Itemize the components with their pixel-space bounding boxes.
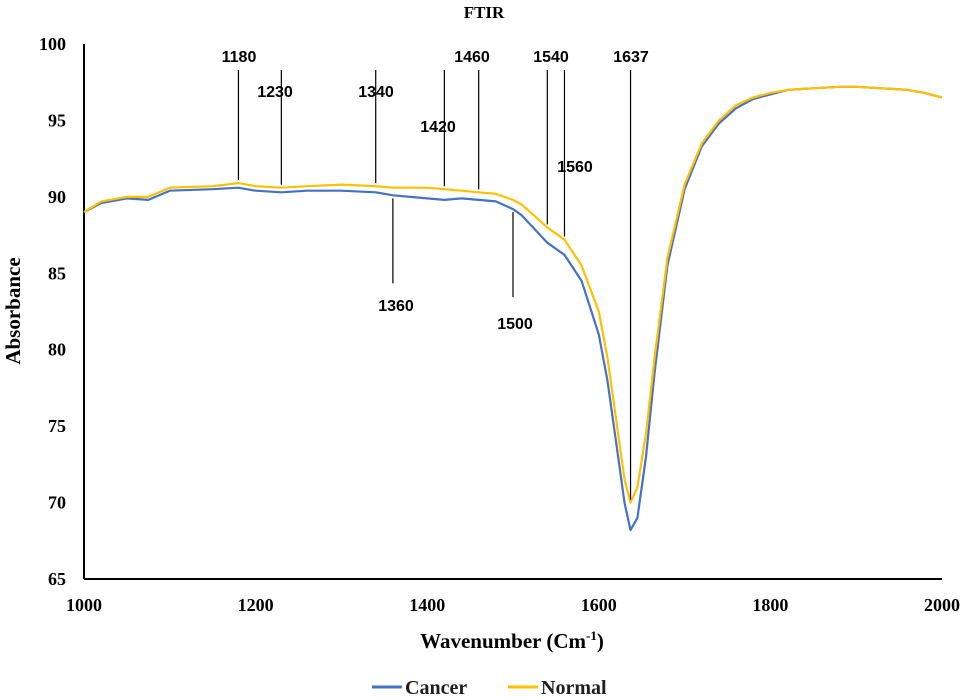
x-tick-label: 1800: [752, 595, 788, 615]
y-tick-label: 80: [48, 340, 66, 360]
annotation-label-1230: 1230: [257, 84, 293, 101]
x-tick-label: 1000: [66, 595, 102, 615]
tick-labels: 65 70 75 80 85 90 95 100 1000 1200 1400 1600 1800 200…: [39, 34, 960, 615]
y-tick-label: 90: [48, 187, 66, 207]
annotation-label-1420: 1420: [420, 119, 456, 136]
x-tick-label: 1200: [238, 595, 274, 615]
legend: Cancer Normal: [372, 677, 607, 698]
annotation-label-1180: 1180: [222, 49, 257, 66]
x-tick-label: 1600: [581, 595, 617, 615]
y-tick-label: 65: [48, 569, 66, 589]
x-axis-title: Wavenumber (Cm-1): [420, 628, 604, 653]
annotation-label-1460: 1460: [454, 49, 490, 66]
axes: [83, 44, 942, 580]
legend-label-cancer: Cancer: [405, 677, 467, 698]
legend-label-normal: Normal: [541, 677, 607, 698]
y-tick-label: 85: [48, 263, 66, 283]
y-axis-title: Absorbance: [1, 257, 25, 364]
annotation-label-1637: 1637: [613, 49, 649, 66]
y-tick-label: 70: [48, 493, 66, 513]
series-line-normal: [83, 85, 943, 504]
x-axis-title-main: Wavenumber (Cm: [420, 629, 586, 653]
annotation-label-1560: 1560: [557, 159, 593, 176]
series-lines: [83, 85, 943, 532]
annotation-label-1340: 1340: [358, 84, 394, 101]
x-axis-title-superscript: -1: [586, 628, 597, 643]
annotation-label-1540: 1540: [533, 49, 569, 66]
annotation-label-1360: 1360: [378, 298, 414, 315]
chart-title: FTIR: [464, 3, 505, 22]
x-tick-label: 1400: [409, 595, 445, 615]
x-tick-label: 2000: [924, 595, 960, 615]
y-tick-label: 95: [48, 110, 66, 130]
series-line-cancer: [83, 85, 943, 532]
y-tick-label: 100: [39, 34, 66, 54]
y-tick-label: 75: [48, 416, 66, 436]
x-axis-title-end: ): [597, 629, 604, 653]
annotation-label-1500: 1500: [497, 316, 533, 333]
peak-annotations: 1180 1230 1340 1420 1460 1540 1560 1637 1360 1500: [222, 49, 649, 500]
